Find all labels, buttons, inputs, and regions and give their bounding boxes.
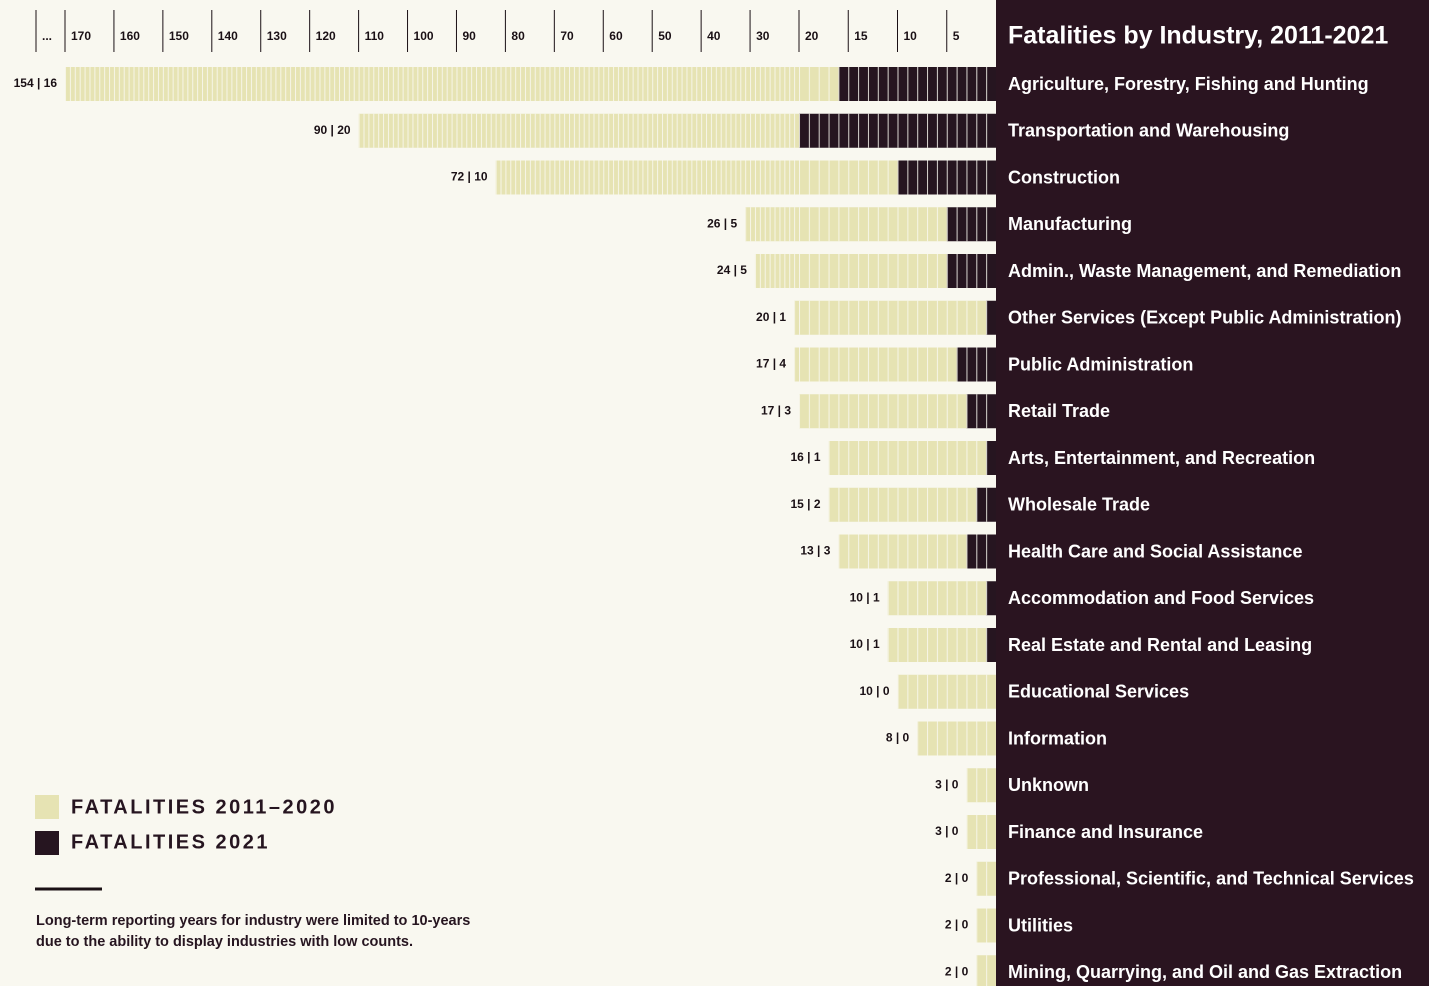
unit-divider — [794, 347, 799, 382]
unit-divider — [745, 207, 799, 242]
unit-divider — [794, 300, 799, 335]
x-tick-label: 140 — [218, 29, 238, 43]
value-label: 20 | 1 — [756, 310, 786, 324]
unit-divider — [799, 300, 996, 335]
x-tick-label: 120 — [316, 29, 336, 43]
value-label: 8 | 0 — [886, 731, 910, 745]
category-label: Health Care and Social Assistance — [1008, 541, 1302, 561]
legend-swatch — [35, 831, 59, 855]
value-label: 2 | 0 — [945, 918, 969, 932]
value-label: 17 | 3 — [761, 403, 791, 417]
category-label: Public Administration — [1008, 354, 1193, 374]
legend-label: FATALITIES 2011–2020 — [71, 796, 337, 818]
category-label: Unknown — [1008, 775, 1089, 795]
category-label: Retail Trade — [1008, 401, 1110, 421]
unit-divider — [799, 113, 996, 148]
category-label: Information — [1008, 728, 1107, 748]
value-label: 10 | 0 — [859, 684, 889, 698]
x-tick-label: 15 — [854, 29, 868, 43]
category-label: Arts, Entertainment, and Recreation — [1008, 448, 1315, 468]
value-label: 154 | 16 — [14, 76, 58, 90]
x-tick-label: 90 — [462, 29, 476, 43]
unit-divider — [897, 674, 996, 709]
value-label: 17 | 4 — [756, 357, 786, 371]
category-label: Utilities — [1008, 915, 1073, 935]
value-label: 15 | 2 — [791, 497, 821, 511]
x-tick-label: 40 — [707, 29, 721, 43]
unit-divider — [799, 394, 996, 429]
value-label: 10 | 1 — [850, 637, 880, 651]
legend-swatch — [35, 795, 59, 819]
x-tick-label: 110 — [365, 29, 385, 43]
value-label: 2 | 0 — [945, 871, 969, 885]
x-tick-label: 50 — [658, 29, 672, 43]
unit-divider — [828, 441, 996, 475]
x-tick-label: 20 — [805, 29, 819, 43]
unit-divider — [799, 207, 996, 242]
value-label: 3 | 0 — [935, 824, 959, 838]
unit-divider — [754, 254, 799, 288]
x-tick-label: 30 — [756, 29, 770, 43]
unit-divider — [976, 861, 996, 896]
category-label: Construction — [1008, 167, 1120, 187]
category-label: Mining, Quarrying, and Oil and Gas Extra… — [1008, 962, 1402, 982]
x-tick-label: 10 — [904, 29, 918, 43]
category-label: Educational Services — [1008, 682, 1189, 702]
unit-divider — [65, 67, 799, 101]
x-tick-label: 160 — [120, 29, 140, 43]
unit-divider — [799, 254, 996, 288]
note: due to the ability to display industries… — [36, 934, 413, 950]
category-label: Other Services (Except Public Administra… — [1008, 308, 1401, 328]
category-label: Wholesale Trade — [1008, 495, 1150, 515]
unit-divider — [917, 721, 996, 756]
category-label: Real Estate and Rental and Leasing — [1008, 635, 1312, 655]
chart-title: Fatalities by Industry, 2011-2021 — [1008, 22, 1388, 50]
category-label: Manufacturing — [1008, 214, 1132, 234]
unit-divider — [799, 67, 996, 101]
x-tick-label: 170 — [71, 29, 91, 43]
value-label: 16 | 1 — [791, 450, 821, 464]
axis-break-label: ... — [42, 29, 52, 43]
value-label: 26 | 5 — [707, 216, 737, 230]
value-label: 10 | 1 — [850, 590, 880, 604]
value-label: 24 | 5 — [717, 263, 747, 277]
unit-divider — [358, 113, 799, 148]
category-label: Accommodation and Food Services — [1008, 588, 1314, 608]
unit-divider — [828, 487, 996, 522]
category-label: Transportation and Warehousing — [1008, 121, 1289, 141]
unit-divider — [976, 955, 996, 986]
unit-divider — [976, 908, 996, 943]
unit-divider — [887, 581, 996, 616]
x-tick-label: 100 — [414, 29, 434, 43]
x-tick-label: 80 — [511, 29, 525, 43]
x-tick-label: 5 — [953, 29, 960, 43]
note: Long-term reporting years for industry w… — [36, 913, 470, 929]
category-label: Finance and Insurance — [1008, 822, 1203, 842]
label-panel — [996, 0, 1429, 986]
unit-divider — [799, 347, 996, 382]
category-label: Professional, Scientific, and Technical … — [1008, 869, 1414, 889]
unit-divider — [495, 160, 799, 195]
unit-divider — [966, 815, 996, 849]
legend-label: FATALITIES 2021 — [71, 831, 270, 853]
value-label: 13 | 3 — [800, 544, 830, 558]
value-label: 3 | 0 — [935, 777, 959, 791]
x-tick-label: 130 — [267, 29, 287, 43]
value-label: 90 | 20 — [314, 123, 351, 137]
x-tick-label: 60 — [609, 29, 623, 43]
x-tick-label: 70 — [560, 29, 574, 43]
unit-divider — [799, 160, 996, 195]
category-label: Admin., Waste Management, and Remediatio… — [1008, 261, 1401, 281]
unit-divider — [887, 628, 996, 662]
category-label: Agriculture, Forestry, Fishing and Hunti… — [1008, 74, 1369, 94]
unit-divider — [838, 534, 996, 569]
unit-divider — [966, 768, 996, 803]
x-tick-label: 150 — [169, 29, 189, 43]
value-label: 2 | 0 — [945, 964, 969, 978]
value-label: 72 | 10 — [451, 170, 488, 184]
